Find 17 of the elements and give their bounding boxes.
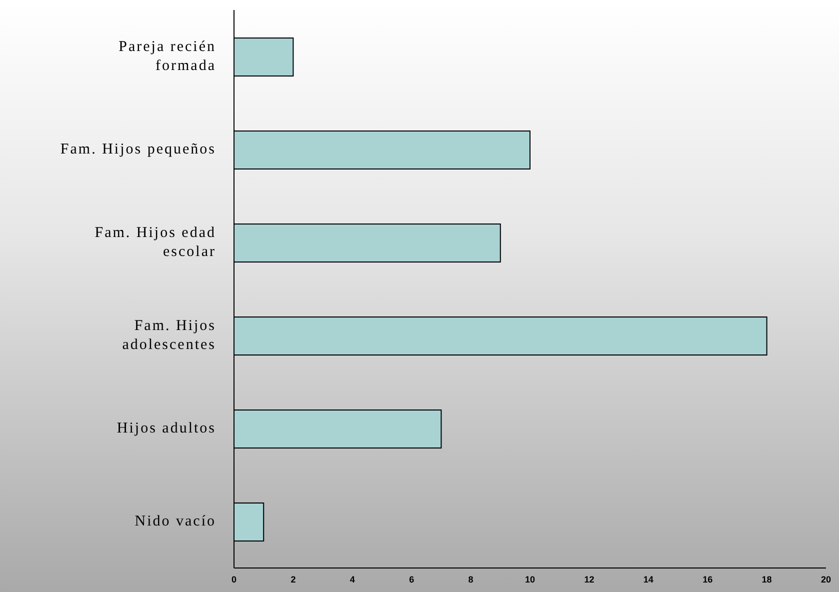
x-tick-label: 2 bbox=[290, 574, 296, 584]
x-tick-label: 20 bbox=[820, 574, 832, 584]
x-tick-label: 18 bbox=[762, 574, 772, 584]
y-tick-label: Nido vacío bbox=[134, 514, 216, 530]
y-tick-label: Hijos adultos bbox=[116, 420, 216, 436]
y-tick-label: Fam. Hijos adolescentes bbox=[122, 318, 216, 353]
x-tick-label: 6 bbox=[409, 574, 414, 584]
x-tick-label: 4 bbox=[350, 574, 355, 584]
x-tick-label: 14 bbox=[643, 574, 654, 584]
x-tick-label: 8 bbox=[468, 574, 474, 584]
x-tick-label: 0 bbox=[231, 574, 237, 584]
x-tick-label: 12 bbox=[584, 574, 594, 584]
x-tick-label: 10 bbox=[524, 574, 536, 584]
x-tick-label: 16 bbox=[702, 574, 713, 584]
y-tick-label: Fam. Hijos edad escolar bbox=[94, 225, 216, 260]
y-tick-label: Pareja recién formada bbox=[118, 39, 216, 74]
y-tick-label: Fam. Hijos pequeños bbox=[60, 142, 216, 158]
